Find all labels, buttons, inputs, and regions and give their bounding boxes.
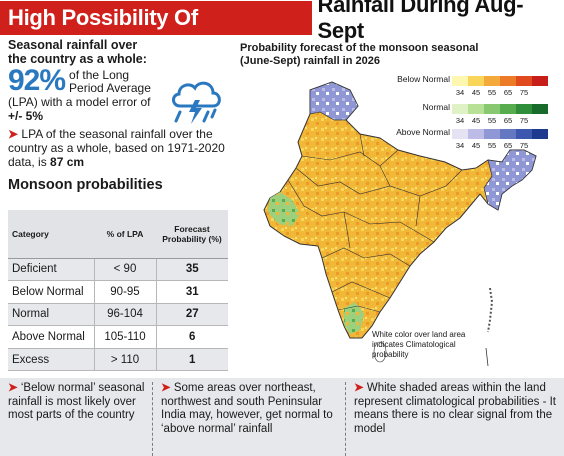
legend-ticks: 34 45 55 65 75 [455, 141, 529, 150]
legend-ticks: 34 45 55 65 75 [455, 88, 529, 97]
headline-rest: Rainfall During Aug-Sept [317, 0, 524, 43]
probabilities-table: Category % of LPA Forecast Probability (… [8, 210, 228, 372]
note-below-normal: ➤ ‘Below normal’ seasonal rainfall is mo… [8, 382, 145, 421]
legend-ticks: 34 45 55 65 75 [455, 116, 529, 125]
lpa-percent-text: of the Long Period Average [69, 68, 151, 95]
legend-row-normal: Normal 34 45 55 65 75 [370, 102, 560, 134]
col-header-lpa: % of LPA [94, 210, 156, 259]
india-forecast-map [263, 81, 537, 367]
table-row: Normal 96-104 27 [8, 303, 228, 327]
arrow-icon: ➤ [354, 382, 364, 394]
percent-row: 92% of the Long Period Average [8, 64, 230, 97]
table-row: Excess > 110 1 [8, 348, 228, 372]
legend-colorbar [452, 76, 548, 86]
lpa-note-value: 87 cm [50, 155, 85, 169]
headline: High Possibility Of Depressed Rainfall D… [0, 0, 564, 60]
table-row: Above Normal 105-110 6 [8, 325, 228, 349]
white-area-note: White color over land area indicates Cli… [372, 330, 466, 359]
bottom-notes: ➤ ‘Below normal’ seasonal rainfall is mo… [0, 378, 564, 456]
summary-panel: Seasonal rainfall over the country as a … [8, 38, 230, 376]
table-row: Below Normal 90-95 31 [8, 280, 228, 304]
model-error-line: (LPA) with a model error of +/- 5% [8, 95, 151, 123]
col-header-probability: Forecast Probability (%) [156, 210, 228, 259]
rain-cloud-lightning-icon [172, 81, 221, 124]
col-header-category: Category [8, 210, 94, 259]
legend-colorbar [452, 129, 548, 139]
legend-row-below-normal: Below Normal 34 45 55 65 75 [370, 74, 560, 106]
table-row: Deficient < 90 35 [8, 258, 228, 282]
arrow-icon: ➤ [161, 382, 171, 394]
lpa-percent: 92% [8, 64, 66, 97]
note-white-areas: ➤ White shaded areas within the land rep… [354, 382, 556, 435]
seasonal-heading: Seasonal rainfall over the country as a … [8, 38, 147, 66]
arrow-icon: ➤ [8, 382, 18, 394]
note-normal-areas: ➤ Some areas over northeast, northwest a… [152, 382, 346, 456]
model-error-value: +/- 5% [8, 109, 44, 123]
legend-row-above-normal: Above Normal 34 45 55 65 75 [370, 127, 560, 159]
lpa-note: ➤ LPA of the seasonal rainfall over the … [8, 127, 225, 169]
arrow-icon: ➤ [8, 127, 19, 141]
map-title: Probability forecast of the monsoon seas… [240, 42, 479, 67]
headline-highlight: High Possibility Of Depressed [0, 1, 313, 60]
legend-colorbar [452, 104, 548, 114]
probabilities-heading: Monsoon probabilities [8, 177, 163, 193]
